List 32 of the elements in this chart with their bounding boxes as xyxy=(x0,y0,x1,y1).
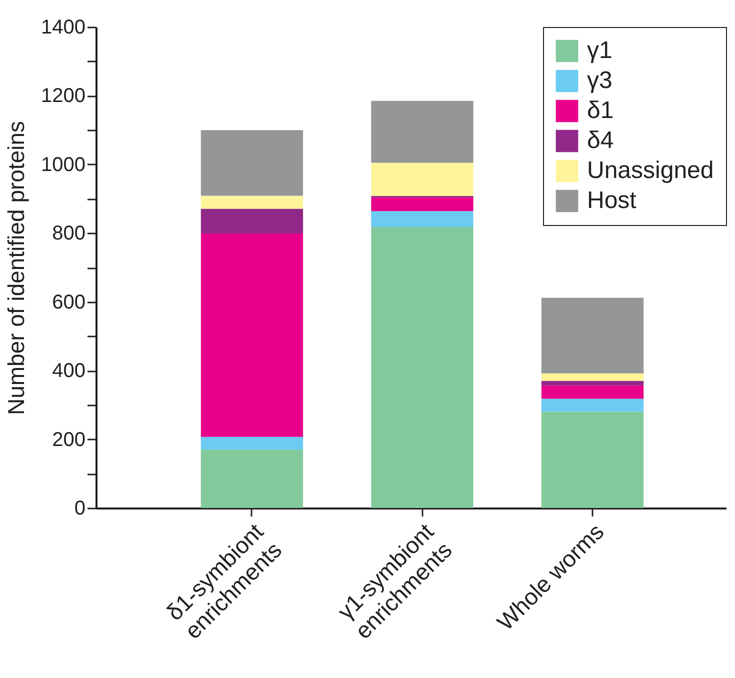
bar xyxy=(200,130,304,196)
y-tick-label: 1400 xyxy=(41,16,86,38)
bar xyxy=(541,380,644,386)
legend-label: γ3 xyxy=(587,67,612,94)
bar xyxy=(371,197,474,212)
y-tick-label: 400 xyxy=(52,360,86,382)
legend-label: δ4 xyxy=(587,127,614,154)
bar xyxy=(371,226,474,508)
y-tick-label: 0 xyxy=(74,498,86,520)
legend-label: Host xyxy=(587,187,637,214)
bar xyxy=(200,436,304,450)
y-tick-label: 1200 xyxy=(41,85,86,108)
bar xyxy=(371,100,474,163)
legend-label: Unassigned xyxy=(587,157,714,184)
bar xyxy=(541,412,644,508)
bar xyxy=(541,385,644,399)
y-tick-label: 200 xyxy=(52,428,86,451)
y-tick-label: 800 xyxy=(52,222,86,245)
bar xyxy=(200,450,304,508)
bar xyxy=(541,373,644,381)
bar xyxy=(541,298,644,374)
bar xyxy=(541,398,644,412)
bar xyxy=(200,196,304,209)
bar xyxy=(200,233,304,437)
y-tick-label: 600 xyxy=(52,291,86,314)
y-axis-title: Number of identified proteins xyxy=(3,120,30,416)
bar xyxy=(371,211,474,227)
bar xyxy=(371,162,474,196)
legend-label: δ1 xyxy=(587,97,614,124)
bar xyxy=(200,208,304,234)
y-tick-label: 1000 xyxy=(41,154,86,176)
legend-label: γ1 xyxy=(587,37,612,64)
